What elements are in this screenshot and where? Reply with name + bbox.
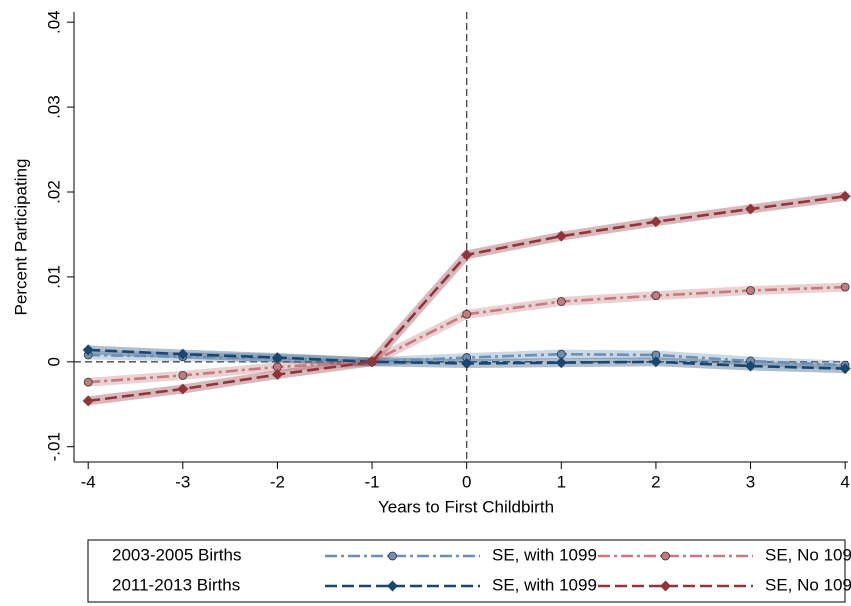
marker [840, 282, 850, 292]
x-tick-label: 3 [746, 472, 755, 491]
marker [83, 377, 93, 387]
marker [82, 344, 94, 356]
marker [366, 356, 378, 368]
marker [839, 363, 851, 375]
x-tick-label: 0 [462, 472, 471, 491]
marker [555, 230, 567, 242]
x-axis-label: Years to First Childbirth [378, 497, 554, 516]
marker [82, 395, 94, 407]
marker [177, 383, 189, 395]
legend-label: SE, with 1099 [492, 545, 597, 564]
marker [271, 352, 283, 364]
x-tick-label: -2 [270, 472, 285, 491]
x-tick-label: -3 [175, 472, 190, 491]
legend-label: SE, No 1099 [765, 575, 851, 594]
legend-cohort: 2003-2005 Births [112, 545, 241, 564]
legend-marker [660, 580, 671, 592]
x-tick-label: -1 [364, 472, 379, 491]
marker [271, 369, 283, 381]
legend-marker [387, 580, 398, 592]
legend-label: SE, No 1099 [765, 545, 851, 564]
y-tick-label: .01 [44, 265, 63, 289]
legend-box [87, 539, 846, 603]
y-tick-label: .02 [44, 180, 63, 204]
marker [745, 360, 757, 372]
x-tick-label: 1 [557, 472, 566, 491]
marker [177, 348, 189, 360]
marker [650, 356, 662, 368]
y-tick-label: -.01 [44, 432, 63, 461]
legend-label: SE, with 1099 [492, 575, 597, 594]
y-tick-label: .04 [44, 10, 63, 34]
series-line [88, 285, 846, 384]
marker [462, 309, 472, 319]
marker [556, 349, 566, 359]
marker [746, 286, 755, 295]
marker [461, 358, 473, 370]
legend-cohort: 2011-2013 Births [112, 575, 240, 594]
x-tick-label: 4 [840, 472, 849, 491]
marker [178, 370, 188, 380]
marker [651, 291, 661, 300]
marker [839, 190, 851, 202]
y-axis-label: Percent Participating [11, 159, 30, 316]
marker [461, 249, 473, 261]
x-tick-label: -4 [81, 472, 96, 491]
y-tick-label: 0 [44, 357, 63, 366]
y-tick-label: .03 [44, 95, 63, 119]
marker [745, 203, 757, 215]
legend-marker [388, 551, 397, 561]
legend-marker [661, 551, 670, 561]
marker [556, 297, 566, 306]
marker [650, 216, 662, 228]
marker [555, 357, 567, 369]
x-tick-label: 2 [651, 472, 660, 491]
